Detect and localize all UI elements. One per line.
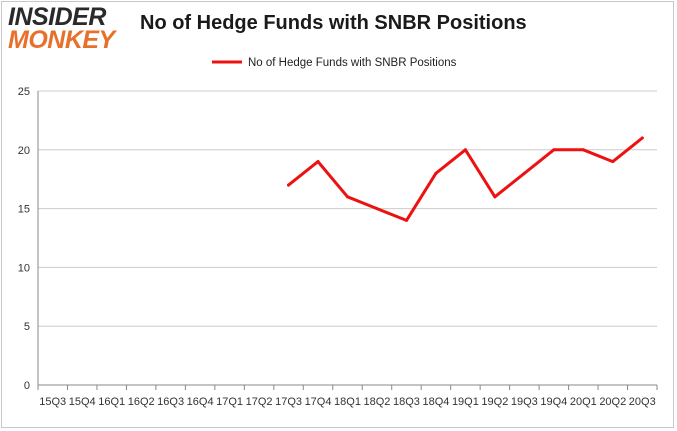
data-point: [463, 148, 467, 152]
x-tick-label: 15Q4: [69, 396, 96, 408]
x-tick-label: 18Q3: [393, 396, 420, 408]
axes: [37, 91, 658, 390]
x-tick-label: 19Q4: [540, 396, 567, 408]
x-tick-label: 17Q4: [305, 396, 332, 408]
x-tick-label: 16Q3: [157, 396, 184, 408]
y-tick-label: 25: [18, 86, 30, 98]
data-point: [581, 148, 585, 152]
data-point: [611, 160, 615, 164]
data-point: [522, 171, 526, 175]
series-lines: [287, 136, 644, 222]
x-tick-label: 16Q4: [187, 396, 214, 408]
legend: No of Hedge Funds with SNBR Positions: [212, 57, 457, 69]
x-tick-label: 15Q3: [39, 396, 66, 408]
insider-monkey-logo: INSIDER MONKEY: [8, 3, 126, 54]
data-point: [316, 160, 320, 164]
x-tick-label: 17Q1: [216, 396, 243, 408]
x-tick-label: 19Q3: [511, 396, 538, 408]
legend-label: No of Hedge Funds with SNBR Positions: [248, 57, 457, 69]
data-point: [404, 218, 408, 222]
y-tick-label: 10: [18, 262, 30, 274]
x-tick-label: 18Q2: [364, 396, 391, 408]
y-tick-label: 5: [24, 321, 30, 333]
y-tick-labels: 0 5 10 15 20 25: [18, 86, 30, 392]
x-tick-labels: 15Q3 15Q4 16Q1 16Q2 16Q3 16Q4 17Q1 17Q2 17Q3 17Q4…: [39, 396, 655, 408]
x-tick-label: 19Q1: [452, 396, 479, 408]
data-point: [287, 183, 291, 187]
data-point: [493, 195, 497, 199]
x-tick-label: 16Q1: [98, 396, 125, 408]
data-point: [375, 207, 379, 211]
y-tick-label: 20: [18, 145, 30, 157]
data-point: [552, 148, 556, 152]
logo-line-1: INSIDER: [8, 3, 106, 31]
x-tick-label: 20Q3: [629, 396, 656, 408]
x-tick-label: 17Q2: [246, 396, 273, 408]
y-tick-label: 15: [18, 204, 30, 216]
x-tick-label: 18Q4: [422, 396, 449, 408]
x-tick-label: 18Q1: [334, 396, 361, 408]
x-tick-label: 17Q3: [275, 396, 302, 408]
data-point: [434, 171, 438, 175]
x-tick-label: 20Q2: [599, 396, 626, 408]
chart-title: No of Hedge Funds with SNBR Positions: [140, 12, 527, 34]
x-tick-label: 16Q2: [128, 396, 155, 408]
x-tick-label: 20Q1: [570, 396, 597, 408]
data-point: [640, 136, 644, 140]
x-tick-label: 19Q2: [481, 396, 508, 408]
y-tick-label: 0: [24, 380, 30, 392]
logo-line-2: MONKEY: [8, 26, 115, 54]
data-point: [346, 195, 349, 199]
gridlines: [38, 90, 657, 327]
